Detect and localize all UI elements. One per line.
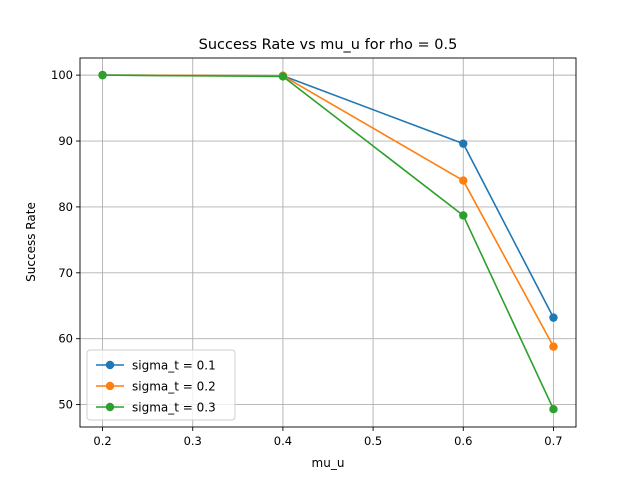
y-tick-label: 100 <box>51 68 73 82</box>
legend-marker <box>105 360 115 370</box>
y-axis-ticks: 50 60 70 80 90 100 <box>51 68 80 412</box>
y-tick-label: 80 <box>58 200 73 214</box>
data-point <box>98 70 107 80</box>
legend-label: sigma_t = 0.3 <box>132 401 216 415</box>
data-point <box>459 211 468 220</box>
x-axis-label: mu_u <box>312 456 345 470</box>
chart-title: Success Rate vs mu_u for rho = 0.5 <box>199 37 458 53</box>
x-tick-label: 0.5 <box>364 434 382 448</box>
data-point <box>549 405 558 414</box>
plot-frame <box>79 57 577 428</box>
legend-label: sigma_t = 0.2 <box>132 380 216 394</box>
data-point <box>549 342 558 351</box>
x-tick-label: 0.4 <box>274 434 292 448</box>
data-point <box>549 313 558 322</box>
series-line-2 <box>102 74 555 347</box>
legend-box <box>86 349 236 421</box>
y-axis-label: Success Rate <box>24 202 38 282</box>
x-tick-label: 0.3 <box>184 434 202 448</box>
legend-marker <box>105 402 115 412</box>
y-tick-label: 90 <box>58 134 73 148</box>
series-line-3 <box>102 74 555 410</box>
legend-label: sigma_t = 0.1 <box>132 359 216 373</box>
y-tick-label: 60 <box>58 332 73 346</box>
x-tick-label: 0.6 <box>454 434 472 448</box>
legend: sigma_t = 0.1 sigma_t = 0.2 sigma_t = 0.3 <box>86 349 236 421</box>
data-point <box>459 176 468 185</box>
data-point <box>459 139 468 148</box>
x-tick-label: 0.2 <box>93 434 111 448</box>
y-tick-label: 70 <box>58 266 73 280</box>
y-tick-label: 50 <box>58 398 73 412</box>
data-point <box>278 72 288 81</box>
legend-marker <box>105 381 115 391</box>
x-axis-ticks: 0.2 0.3 0.4 0.5 0.6 0.7 <box>93 427 563 448</box>
x-tick-label: 0.7 <box>544 434 562 448</box>
series-group <box>98 70 558 414</box>
